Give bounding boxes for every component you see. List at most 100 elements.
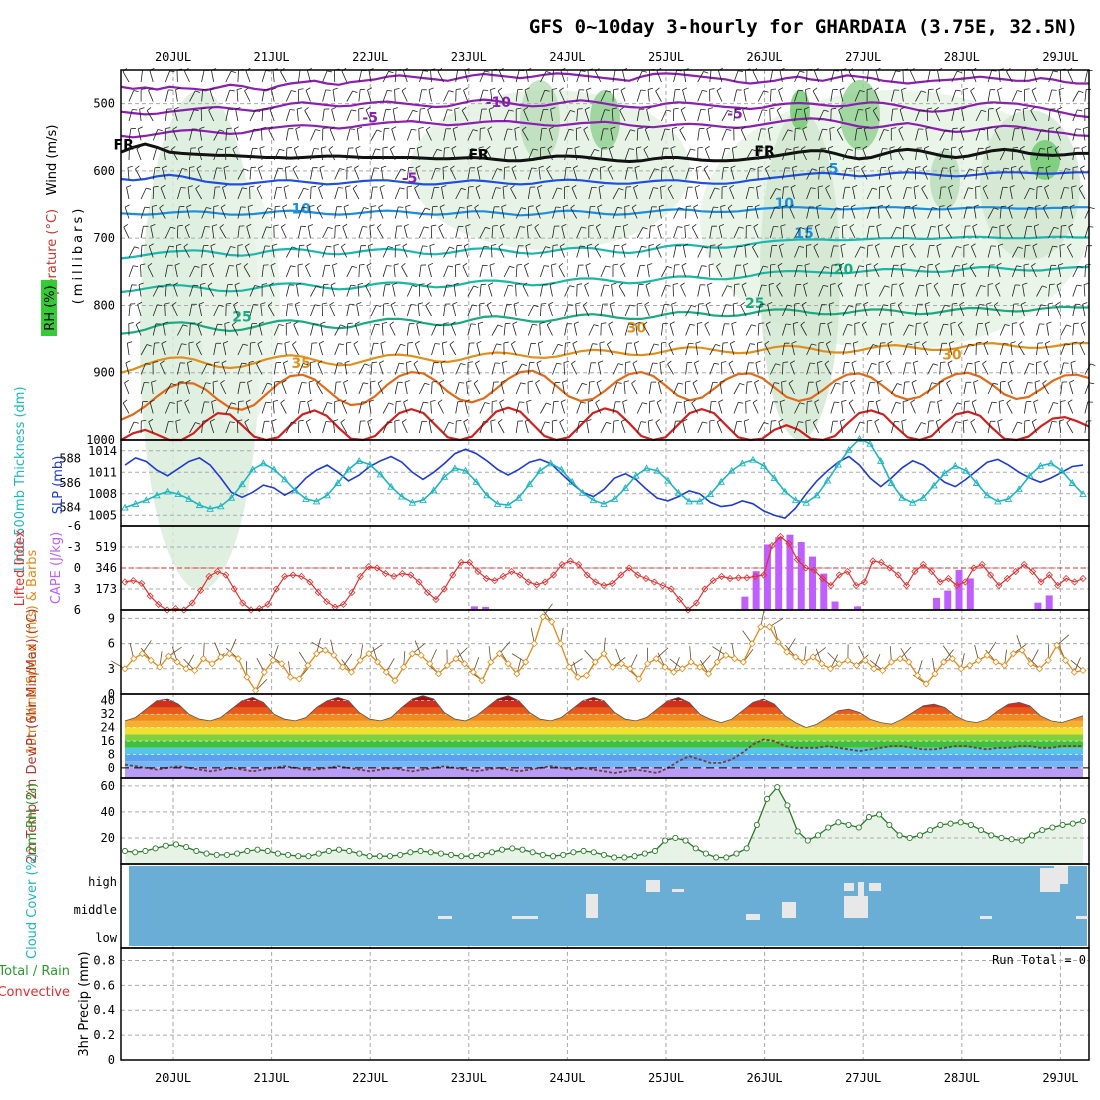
wind-barb (1011, 128, 1015, 141)
wind-barb-flag (286, 147, 292, 149)
wind-barb (975, 167, 978, 180)
wind-barb-flag (124, 379, 129, 384)
wind-barb (927, 70, 931, 83)
wind-barb (548, 304, 553, 317)
wind-barb-flag (286, 322, 292, 324)
wind-barb-flag (800, 321, 805, 326)
wind-barb-flag (718, 399, 724, 403)
li-marker (171, 605, 179, 613)
wind-barb (588, 324, 595, 336)
wind-barb-flag (532, 148, 538, 151)
wind-barb (478, 148, 481, 161)
wind-barb-flag (839, 87, 845, 91)
wind-barb-flag (677, 226, 683, 228)
wind-barb (285, 421, 292, 434)
wind-barb (794, 89, 799, 102)
wind-barb (522, 285, 529, 297)
rh-marker (417, 847, 424, 855)
wind-barb (222, 343, 227, 356)
wind-barb-flag (894, 245, 901, 248)
wind-barb (1010, 343, 1013, 356)
wind-barb (382, 284, 386, 297)
wind-barb-flag (181, 168, 188, 170)
rh-marker (672, 834, 679, 841)
wind-barb-flag (956, 246, 962, 248)
wind-barb-flag (311, 186, 317, 188)
wind-barb (951, 90, 957, 102)
wind-barb-flag (956, 70, 962, 73)
wind-barb-flag (980, 285, 986, 287)
wind-barb-flag (306, 243, 312, 247)
wind-barb-flag (316, 285, 322, 288)
wind-barb-flag (740, 301, 745, 306)
wind-barb-10m (256, 657, 265, 673)
wind-barb (998, 70, 1001, 83)
li-marker (423, 588, 432, 597)
wind-barb-flag (899, 282, 905, 286)
wind-barb (258, 167, 263, 180)
wind-barb-flag (1070, 360, 1076, 364)
wind-barb-10m (1070, 659, 1084, 671)
wind-barb (619, 110, 626, 122)
wind-barb (600, 148, 603, 161)
wind-barb (683, 70, 686, 83)
wind-barb (443, 128, 447, 141)
wind-barb-flag (127, 165, 133, 168)
wind-barb-flag (531, 167, 537, 169)
wind-barb-flag (207, 282, 213, 287)
wind-marker (156, 663, 164, 671)
wind-barb (685, 187, 689, 200)
wind-barb (298, 245, 300, 258)
series-SLP (mb) (124, 448, 1084, 519)
chart-title: GFS 0~10day 3-hourly for GHARDAIA (3.75E… (529, 16, 1078, 38)
wind-barb-flag (938, 380, 945, 383)
wind-barb-flag (465, 224, 471, 227)
wind-marker (313, 650, 321, 658)
wind-barb-flag (232, 321, 237, 326)
rh-tick-label: 40 (101, 805, 115, 819)
precip-tick-label: 0 (108, 1053, 115, 1067)
x-tick-label-top: 22JUL (352, 50, 388, 64)
wind-barb-flag (516, 107, 522, 110)
wind-barb-flag (716, 87, 722, 91)
wind-barb (210, 245, 215, 258)
wind-barb-flag (528, 205, 534, 207)
rh-marker (641, 850, 648, 857)
wind-barb-flag (900, 263, 906, 266)
wind-barb (620, 421, 626, 434)
wind-barb (535, 207, 541, 219)
wind-barb-flag (708, 263, 714, 266)
thickness-marker (770, 474, 779, 482)
wind-barb-flag (570, 204, 575, 209)
wind-barb-flag (621, 418, 626, 423)
y-tick-label: 1000 (86, 433, 115, 447)
wind-barb-flag (290, 265, 296, 268)
wind-barb-flag (346, 341, 352, 344)
wind-barb (219, 227, 227, 239)
wind-barb-flag (587, 243, 593, 246)
li-marker (1037, 578, 1045, 586)
wind-barb (951, 421, 957, 434)
wind-barb-flag (988, 108, 994, 110)
wind-barb-flag (959, 301, 965, 306)
rh-marker (325, 847, 332, 855)
wind-barb-flag (552, 244, 558, 246)
wind-barb-flag (149, 243, 154, 247)
wind-barb (673, 401, 678, 414)
wind-barb-flag (814, 399, 820, 403)
wind-barb-flag (949, 165, 955, 169)
wind-barb (851, 362, 856, 375)
wind-barb-flag (134, 246, 140, 249)
wind-barb-flag (1009, 360, 1015, 364)
wind-barb-flag (985, 146, 991, 149)
wind-barb (752, 71, 759, 83)
wind-barb (174, 265, 178, 278)
wind-barb (987, 89, 991, 102)
wind-barb-flag (859, 90, 865, 92)
wind-barb (721, 323, 725, 336)
wind-barb-flag (392, 282, 398, 286)
thickness-marker (419, 496, 427, 504)
wind-barb-flag (645, 282, 651, 286)
wind-barb (782, 129, 789, 141)
wind-barb-flag (609, 301, 615, 305)
